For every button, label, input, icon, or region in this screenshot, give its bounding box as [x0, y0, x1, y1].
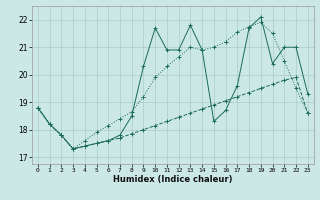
X-axis label: Humidex (Indice chaleur): Humidex (Indice chaleur) — [113, 175, 233, 184]
